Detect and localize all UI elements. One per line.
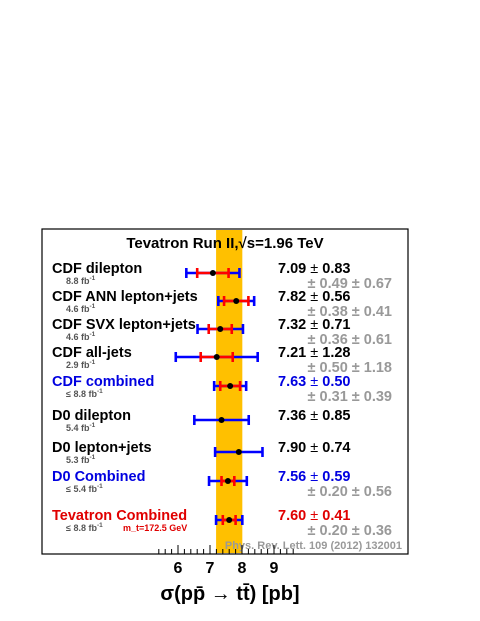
luminosity-label: 8.8 fb-1: [66, 275, 96, 286]
measurement-value: 7.21 ± 1.28: [278, 345, 350, 361]
x-tick-label: 6: [174, 560, 183, 577]
error-bars: [213, 447, 264, 457]
luminosity-label: 4.6 fb-1: [66, 331, 96, 342]
data-point: [227, 383, 234, 389]
luminosity-label: ≤ 8.8 fb-1: [66, 388, 103, 399]
x-tick-label: 7: [206, 560, 215, 577]
measurement-name: D0 dilepton: [52, 408, 131, 424]
measurement-name: CDF all-jets: [52, 345, 132, 361]
stat-syst-breakdown: ± 0.38 ± 0.41: [308, 304, 392, 320]
reference-label: Phys. Rev. Lett. 109 (2012) 132001: [225, 540, 402, 552]
measurement-value: 7.82 ± 0.56: [278, 289, 350, 305]
stat-syst-breakdown: ± 0.31 ± 0.39: [308, 389, 392, 405]
data-point: [213, 354, 220, 360]
measurement-value: 7.56 ± 0.59: [278, 469, 350, 485]
measurement-value: 7.36 ± 0.85: [278, 408, 350, 424]
luminosity-label: ≤ 8.8 fb-1: [66, 522, 103, 533]
error-bars: [196, 324, 245, 334]
measurement-value: 7.63 ± 0.50: [278, 374, 350, 390]
measurement-name: CDF dilepton: [52, 261, 142, 277]
data-point: [224, 478, 231, 484]
error-bars: [174, 352, 259, 362]
top-mass-label: m_t=172.5 GeV: [123, 523, 187, 533]
stat-syst-breakdown: ± 0.36 ± 0.61: [308, 332, 392, 348]
measurement-value: 7.32 ± 0.71: [278, 317, 350, 333]
data-point: [218, 417, 225, 423]
measurement-name: CDF combined: [52, 374, 154, 390]
error-bars: [217, 296, 256, 306]
combined-uncertainty-band: [216, 230, 243, 553]
data-point: [226, 517, 233, 523]
error-bars: [193, 415, 251, 425]
data-point: [233, 298, 240, 304]
luminosity-label: 5.3 fb-1: [66, 454, 96, 465]
error-bars: [185, 268, 241, 278]
measurement-value: 7.60 ± 0.41: [278, 508, 350, 524]
luminosity-label: 4.6 fb-1: [66, 303, 96, 314]
x-axis-label: σ(pp̄ → tt̄) [pb]: [160, 583, 299, 605]
luminosity-label: 2.9 fb-1: [66, 359, 96, 370]
stat-syst-breakdown: ± 0.50 ± 1.18: [308, 360, 392, 376]
error-bars: [212, 381, 248, 391]
data-point: [235, 449, 242, 455]
measurement-name: CDF SVX lepton+jets: [52, 317, 196, 333]
x-tick-label: 9: [270, 560, 279, 577]
error-bars: [207, 476, 249, 486]
measurement-name: D0 lepton+jets: [52, 440, 152, 456]
stat-syst-breakdown: ± 0.49 ± 0.67: [308, 276, 392, 292]
data-point: [209, 270, 216, 276]
stat-syst-breakdown: ± 0.20 ± 0.56: [308, 484, 392, 500]
data-point: [217, 326, 224, 332]
measurement-row: CDF combined≤ 8.8 fb-1 7.63 ± 0.50± 0.31 …: [52, 374, 392, 405]
measurement-value: 7.09 ± 0.83: [278, 261, 350, 277]
chart-title: Tevatron Run II,√s=1.96 TeV: [126, 235, 323, 252]
measurement-row: Tevatron Combined≤ 8.8 fb-1 m_t=172.5 GeV…: [52, 508, 392, 539]
luminosity-label: ≤ 5.4 fb-1: [66, 483, 103, 494]
plot-frame: [41, 228, 409, 555]
stat-syst-breakdown: ± 0.20 ± 0.36: [308, 523, 392, 539]
error-bars: [214, 515, 244, 525]
x-tick-label: 8: [238, 560, 247, 577]
luminosity-label: 5.4 fb-1: [66, 422, 96, 433]
measurement-name: CDF ANN lepton+jets: [52, 289, 198, 305]
measurement-row: D0 Combined≤ 5.4 fb-1 7.56 ± 0.59± 0.20 ±…: [52, 469, 392, 500]
measurement-name: Tevatron Combined: [52, 508, 187, 524]
x-axis: 6 7 8 9: [158, 545, 294, 577]
measurement-name: D0 Combined: [52, 469, 145, 485]
measurement-value: 7.90 ± 0.74: [278, 440, 350, 456]
